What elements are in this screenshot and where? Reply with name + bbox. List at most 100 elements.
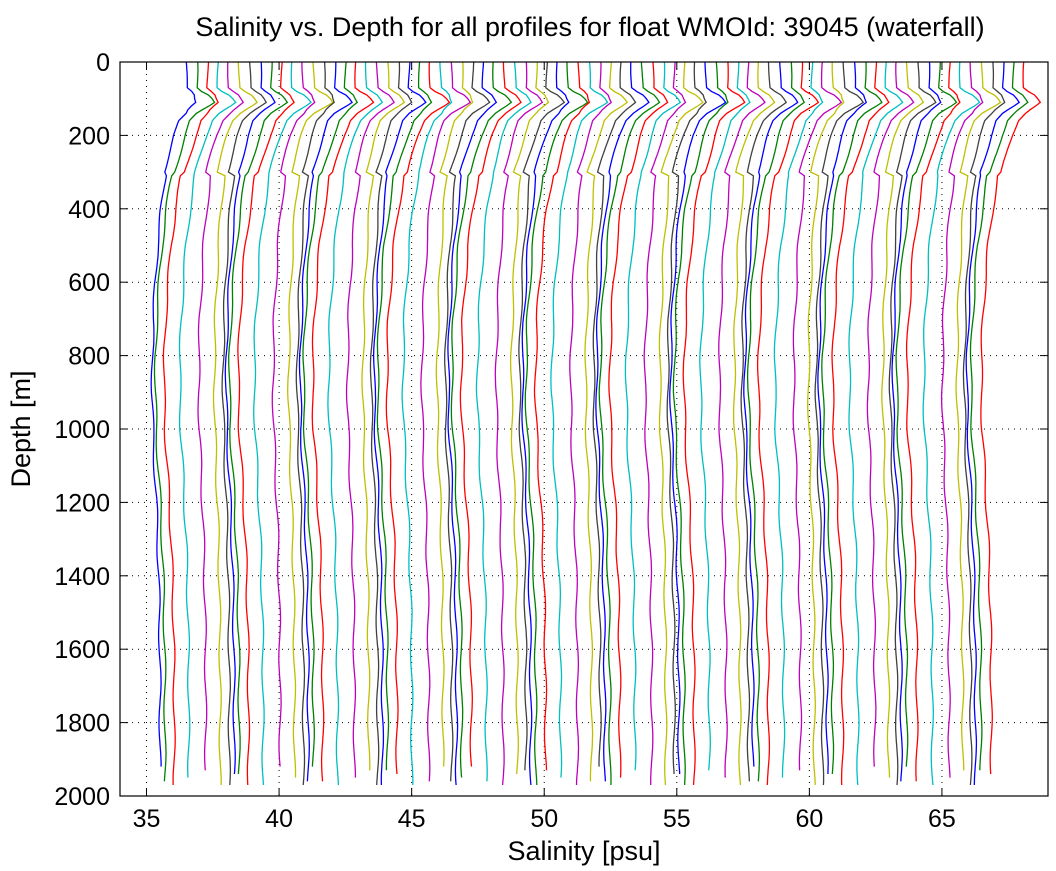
salinity-profile-line <box>369 62 413 786</box>
x-tick-label: 45 <box>398 805 426 833</box>
y-tick-label: 1800 <box>54 710 110 738</box>
salinity-profile-line <box>311 61 375 782</box>
y-tick-label: 0 <box>96 49 110 77</box>
salinity-profile-line <box>718 61 766 778</box>
salinity-profile-line <box>881 61 925 778</box>
profile-series <box>150 61 1042 786</box>
salinity-profile-line <box>162 61 219 785</box>
chart-title: Salinity vs. Depth for all profiles for … <box>195 12 985 42</box>
salinity-profile-line <box>376 61 433 771</box>
salinity-profile-line <box>521 61 570 786</box>
salinity-profile-line <box>302 61 359 767</box>
salinity-profile-line <box>494 61 544 786</box>
grid-lines <box>120 61 1048 797</box>
salinity-profile-line <box>221 61 268 786</box>
x-tick-label: 65 <box>928 805 956 833</box>
salinity-profile-line <box>666 61 707 775</box>
salinity-profile-line <box>940 61 984 778</box>
y-tick-label: 200 <box>68 122 110 150</box>
salinity-profile-line <box>821 61 883 775</box>
y-tick-label: 1200 <box>54 489 110 517</box>
salinity-profile-line <box>965 61 1021 786</box>
x-tick-label: 50 <box>530 805 558 833</box>
salinity-profile-line <box>807 62 845 786</box>
salinity-profile-line <box>598 61 661 786</box>
salinity-profile-line <box>450 61 513 778</box>
salinity-profile-line <box>848 61 904 786</box>
salinity-profile-line <box>866 61 915 767</box>
salinity-profile-line <box>814 61 865 786</box>
salinity-profile-line <box>435 61 474 767</box>
salinity-profile-line <box>584 61 629 782</box>
salinity-profile-line <box>533 61 591 771</box>
salinity-profile-line <box>969 61 1029 771</box>
salinity-profile-line <box>345 61 395 778</box>
salinity-profile-line <box>595 61 650 782</box>
salinity-profile-line <box>895 61 958 767</box>
salinity-profile-line <box>197 61 245 771</box>
salinity-profile-line <box>669 61 727 775</box>
salinity-profile-line <box>962 61 1006 786</box>
salinity-profile-line <box>524 62 589 786</box>
salinity-profile-line <box>743 61 799 767</box>
salinity-profile-line <box>295 61 335 786</box>
salinity-profile-line <box>212 61 258 785</box>
salinity-profile-line <box>592 61 637 767</box>
salinity-profile-line <box>643 61 687 785</box>
salinity-profile-line <box>699 61 751 771</box>
y-tick-label: 1000 <box>54 416 110 444</box>
salinity-profile-line <box>298 62 354 782</box>
salinity-profile-line <box>287 61 334 778</box>
salinity-profile-line <box>509 62 550 775</box>
salinity-profile-line <box>831 61 890 786</box>
salinity-profile-line <box>518 61 566 771</box>
salinity-profile-line <box>891 61 942 782</box>
salinity-profile-line <box>732 61 776 786</box>
salinity-profile-line <box>817 61 868 775</box>
salinity-profile-line <box>475 61 532 782</box>
salinity-profile-line <box>658 61 704 786</box>
salinity-profile-line <box>740 61 788 782</box>
salinity-profile-line <box>792 61 843 771</box>
salinity-profile-line <box>672 61 729 786</box>
salinity-profile-line <box>682 61 746 786</box>
salinity-profile-line <box>253 61 312 786</box>
salinity-profile-line <box>459 61 522 767</box>
salinity-profile-line <box>150 61 197 767</box>
salinity-profile-line <box>237 61 295 786</box>
salinity-profile-line <box>608 61 669 778</box>
salinity-profile-line <box>447 61 498 786</box>
x-tick-label: 60 <box>795 805 823 833</box>
y-tick-label: 2000 <box>54 783 110 811</box>
x-tick-label: 55 <box>663 805 691 833</box>
salinity-profile-line <box>444 61 491 782</box>
salinity-profile-line <box>569 61 613 786</box>
salinity-profile-line <box>773 61 824 778</box>
salinity-profile-line <box>905 61 961 782</box>
plot-frame <box>119 61 1049 797</box>
salinity-profile-line <box>153 61 216 782</box>
salinity-profile-line <box>224 61 276 775</box>
y-tick-label: 800 <box>68 343 110 371</box>
salinity-profile-line <box>372 61 427 786</box>
salinity-profile-line <box>888 61 937 786</box>
salinity-profile-line <box>385 61 451 775</box>
salinity-profile-line <box>420 61 472 782</box>
salinity-profile-line <box>271 62 316 767</box>
y-axis-title: Depth [m] <box>6 370 36 487</box>
salinity-profile-line <box>178 61 237 778</box>
salinity-profile-line <box>980 61 1042 775</box>
y-tick-label: 1400 <box>54 563 110 591</box>
salinity-profile-line <box>922 61 981 786</box>
salinity-profile-line <box>228 61 289 775</box>
salinity-profile-line <box>550 61 609 778</box>
y-tick-label: 400 <box>68 196 110 224</box>
salinity-profile-line <box>401 61 453 786</box>
salinity-profile-line <box>624 61 682 771</box>
salinity-profile-line <box>327 61 384 786</box>
x-tick-label: 35 <box>133 805 161 833</box>
x-axis-title: Salinity [psu] <box>507 836 660 866</box>
x-tick-label: 40 <box>265 805 293 833</box>
axis-ticks: 35 40 45 50 55 60 65 0 200 400 600 800 1000 1200 1400 1… <box>54 49 1048 833</box>
